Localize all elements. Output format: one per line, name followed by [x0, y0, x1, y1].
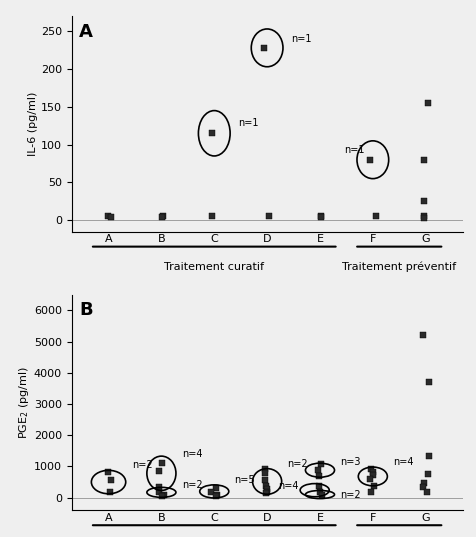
- Text: n=2: n=2: [339, 490, 360, 500]
- Text: Traitement préventif: Traitement préventif: [341, 262, 456, 272]
- Text: n=1: n=1: [343, 145, 364, 155]
- Text: n=4: n=4: [182, 449, 203, 459]
- Text: n=4: n=4: [392, 458, 413, 467]
- Text: B: B: [79, 301, 93, 319]
- Text: n=2: n=2: [132, 460, 153, 470]
- Text: A: A: [79, 23, 93, 41]
- Y-axis label: IL-6 (pg/ml): IL-6 (pg/ml): [28, 92, 38, 156]
- Text: n=4: n=4: [277, 481, 298, 491]
- Y-axis label: PGE$_2$ (pg/ml): PGE$_2$ (pg/ml): [17, 366, 31, 439]
- Text: n=2: n=2: [182, 480, 203, 490]
- Text: n=2: n=2: [287, 459, 307, 469]
- Text: n=1: n=1: [290, 34, 311, 44]
- Text: n=3: n=3: [339, 458, 360, 467]
- Text: n=1: n=1: [238, 119, 258, 128]
- Text: n=5: n=5: [234, 475, 255, 485]
- Text: Traitement curatif: Traitement curatif: [164, 262, 264, 272]
